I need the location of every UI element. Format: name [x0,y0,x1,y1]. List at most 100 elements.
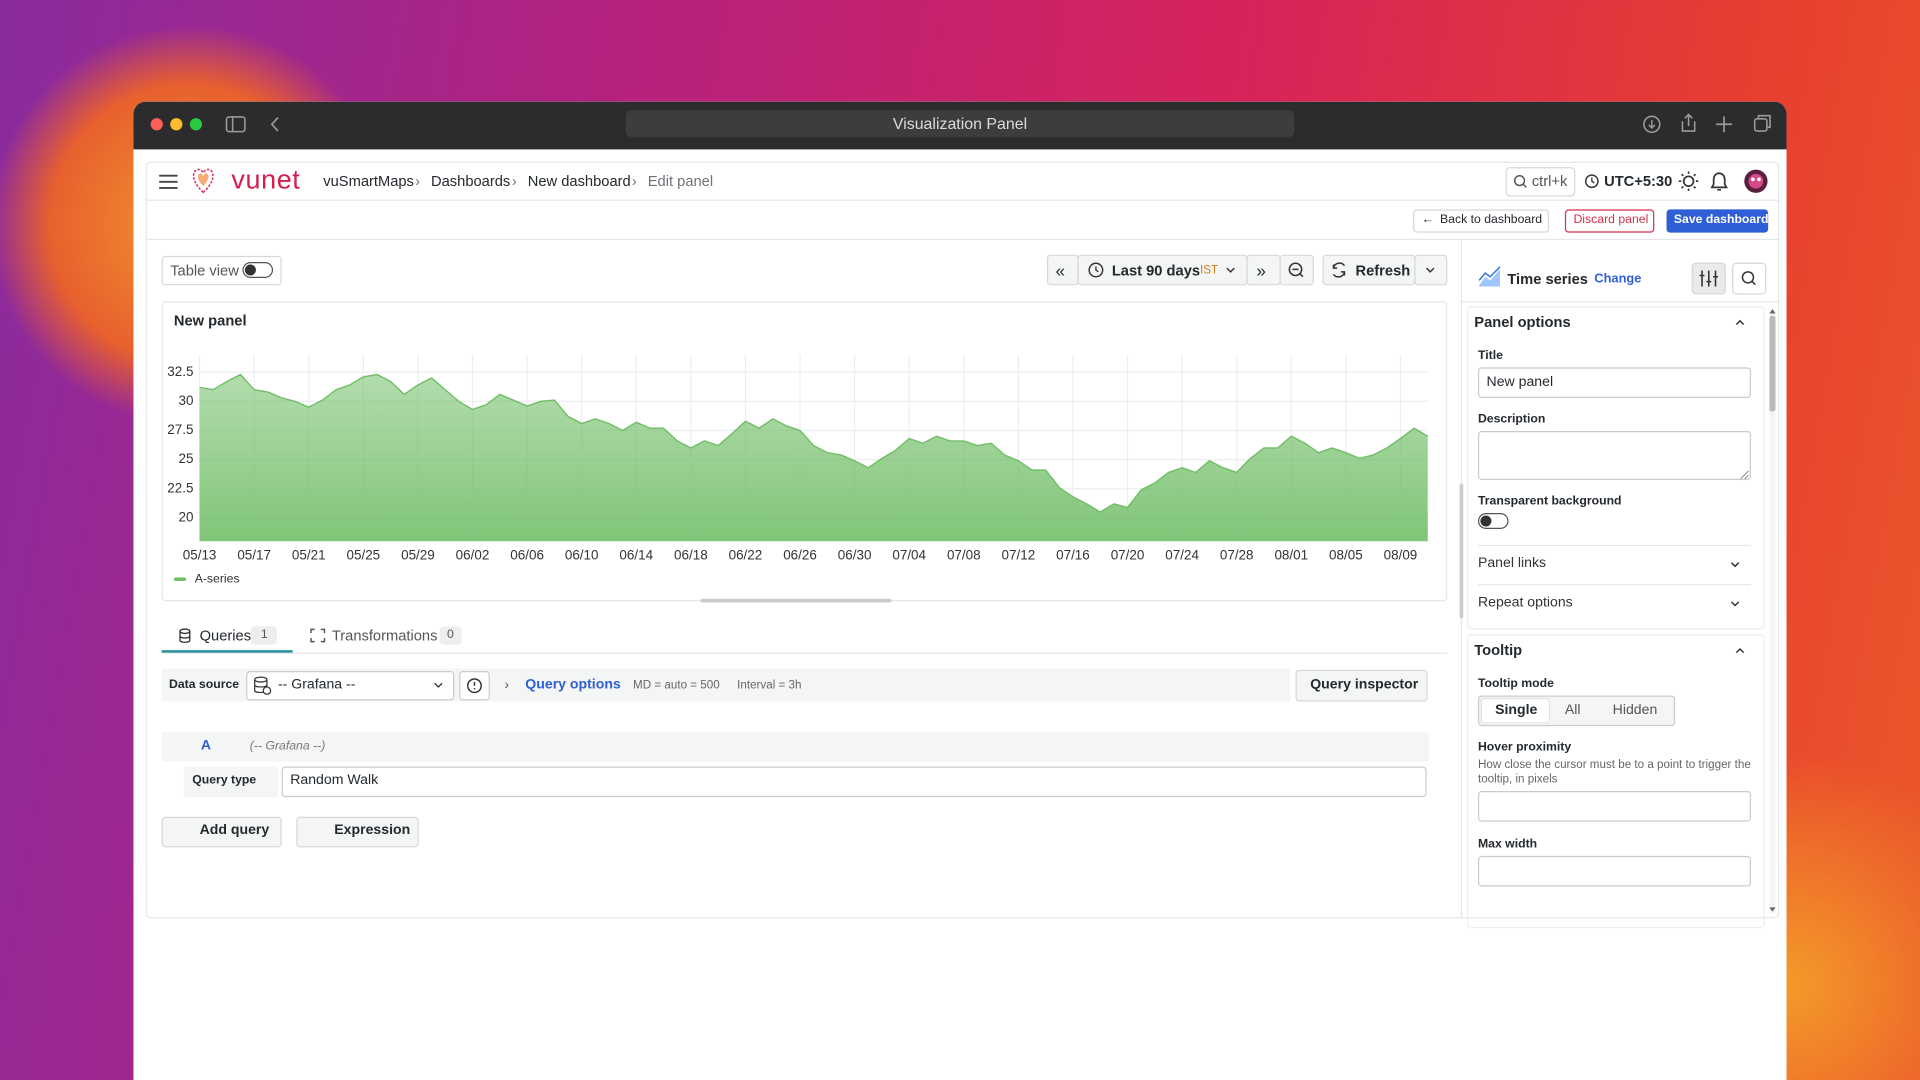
refresh-interval-button[interactable] [1414,254,1448,286]
table-view-toggle[interactable] [161,255,282,286]
search-icon-handle [1751,280,1756,286]
x-tick-label: 08/05 [1329,547,1363,562]
new-tab-icon[interactable] [1716,116,1733,133]
add-query-label: Add query [199,823,270,838]
save-button[interactable] [1666,209,1769,233]
query-source: (-- Grafana --) [249,739,326,754]
tab-label[interactable]: Transformations [331,626,438,645]
logo-heart [192,168,214,194]
section-title[interactable]: Tooltip [1474,641,1523,659]
change-visualization[interactable]: Change [1594,271,1642,287]
sidebar-icon[interactable] [225,116,246,133]
help-icon [467,678,482,694]
interval: Interval = 3h [737,678,802,693]
breadcrumb-current: Edit panel [647,172,714,190]
expression-button[interactable] [296,816,419,848]
breadcrumb[interactable]: New dashboard [527,172,631,190]
breadcrumb[interactable]: vuSmartMaps [323,172,414,190]
zoom-icon [1288,262,1303,277]
download-icon[interactable] [1643,115,1661,134]
search-icon [1513,174,1526,187]
theme-icon[interactable] [1682,175,1695,187]
collapse-chevrons[interactable] [1735,319,1745,654]
tooltip-mode-option[interactable]: Hidden [1612,703,1658,718]
max-width-input[interactable] [1477,855,1752,887]
add-query-button[interactable] [161,816,282,848]
x-tick-label: 08/09 [1384,547,1418,562]
menu-icon[interactable] [159,174,178,189]
query-type-select[interactable] [281,766,1427,798]
title-input[interactable] [1477,367,1752,398]
transparent-toggle[interactable] [1477,513,1509,529]
options-scrollbar[interactable] [1769,308,1776,914]
tab-count: 1 [260,628,268,642]
minimize-button[interactable] [170,118,183,131]
tooltip-box [1466,634,1765,929]
tooltip-mode-option[interactable]: Single [1495,703,1538,718]
query-type-value: Random Walk [290,772,379,788]
x-tick-label: 06/06 [510,547,544,562]
share-icon[interactable] [1681,113,1696,132]
tooltip-mode-option[interactable]: All [1564,703,1581,718]
description-input[interactable] [1477,431,1752,480]
timezone[interactable]: UTC+5:30 [1604,172,1673,190]
zoom-button[interactable] [189,118,203,131]
data-source-select[interactable] [246,671,455,701]
x-tick-label: 06/14 [619,547,653,562]
chart-scrollbar [700,598,892,603]
discard-button[interactable] [1564,209,1655,233]
transparent-toggle-knob [1480,515,1492,527]
x-tick-label: 07/28 [1220,547,1254,562]
refresh-button[interactable] [1322,254,1416,286]
area-fill [199,374,1428,542]
tab-label[interactable]: Queries [199,626,252,645]
section-title[interactable]: Panel links [1477,556,1547,571]
shift-back-icon: « [1055,260,1066,281]
breadcrumb[interactable]: Dashboards [431,172,511,190]
address-bar[interactable] [625,110,1295,138]
options-scroll-thumb[interactable] [1769,315,1776,412]
expand-chevrons[interactable] [1730,562,1740,607]
refresh-icon [1332,262,1346,278]
time-range-picker[interactable] [1077,254,1248,286]
back-icon[interactable] [270,116,279,132]
clock-icon [1088,262,1104,278]
query-inspector-button[interactable] [1295,669,1428,702]
field-label: Tooltip mode [1477,677,1554,691]
x-tick-label: 07/04 [892,547,926,562]
tabs-icon[interactable] [1753,117,1768,132]
hover-input[interactable] [1477,791,1752,822]
query-ref-id[interactable]: A [200,738,211,754]
search-icon-handle [1522,183,1527,188]
query-options[interactable]: Query options [525,677,621,693]
field-label: Max width [1477,837,1538,852]
legend-label: A-series [195,571,240,585]
tabs-icon-back [1757,114,1771,129]
search-icon [1741,271,1755,284]
splitter-handle[interactable] [1459,483,1464,619]
tab-count-badge [251,626,277,645]
options-panel-box [1466,306,1765,630]
close-button[interactable] [150,118,163,131]
breadcrumb-separator: › [511,172,517,190]
y-tick-label: 25 [179,451,194,466]
options-divider [1477,544,1752,547]
sliders-icon [1699,270,1718,287]
options-search-button[interactable] [1732,262,1767,295]
avatar-eye [1757,177,1761,182]
section-title[interactable]: Repeat options [1477,595,1573,611]
section-title[interactable]: Panel options [1474,313,1571,331]
x-tick-label: 07/08 [947,547,981,562]
search-box[interactable] [1505,167,1576,197]
back-button[interactable] [1413,209,1549,233]
save-label: Save dashboard [1673,213,1769,227]
options-divider [1477,584,1752,586]
time-shift-back[interactable] [1046,254,1079,286]
bell-icon[interactable] [1710,172,1729,191]
